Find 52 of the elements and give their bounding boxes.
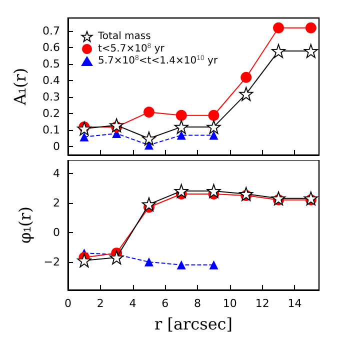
y-tick-label: 0.7 [42,24,60,38]
point [273,22,284,34]
y-tick-label: 0.3 [42,90,60,104]
y-tick-label: 0.2 [42,107,60,120]
x-axis-title: r [arcsec] [154,314,233,334]
x-tick-label: 4 [129,297,136,310]
point [208,110,220,121]
point [77,253,92,268]
point [304,191,318,206]
point [239,86,254,101]
y-tick-label: 0 [53,226,60,239]
y-tick-label: 4 [53,166,60,180]
point [174,184,188,198]
point [144,257,154,266]
y-tick-label: −2 [44,255,60,268]
point [176,260,186,270]
x-tick-label: 8 [194,297,202,310]
x-tick-label: 0 [64,297,72,310]
x-tick-label: 14 [288,297,302,310]
y-axis-title: A1(r) [10,68,30,106]
point [176,130,186,140]
point [209,260,218,270]
point [142,197,156,212]
y-tick-label: 0.4 [42,74,60,88]
point [110,250,124,264]
y-tick-label: 0 [53,140,60,154]
point [80,132,89,142]
y-tick-label: 2 [53,196,60,210]
point [143,106,154,118]
point [77,122,92,136]
x-tick-label: 10 [222,297,237,310]
point [239,186,254,201]
point [174,120,188,134]
point [304,44,318,58]
x-tick-label: 12 [255,297,270,310]
legend-label: Total mass [97,31,151,42]
y-tick-label: 0.5 [42,58,60,71]
point [142,131,156,146]
point [176,110,187,121]
y-tick-label: 0.1 [42,124,60,137]
y-tick-label: 0.6 [42,41,60,54]
point [206,120,221,134]
x-tick-label: 2 [96,297,104,310]
point [206,184,221,198]
point [305,22,316,34]
point [240,72,252,83]
point [110,118,124,132]
point [272,191,286,206]
x-tick-label: 6 [162,297,169,310]
point [272,44,286,58]
y-axis-title: φ1(r) [15,206,34,244]
point [209,130,218,140]
